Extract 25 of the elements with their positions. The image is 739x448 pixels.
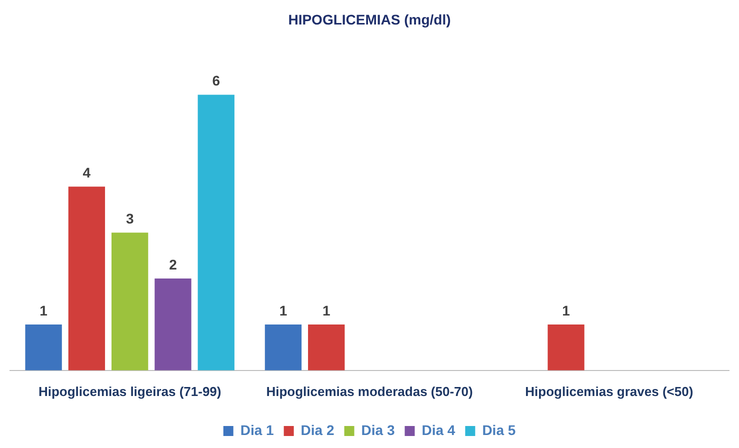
data-label: 4 [82,164,91,180]
legend-label: Dia 5 [482,422,516,438]
data-label: 6 [212,72,220,89]
bar [154,278,192,370]
data-label: 1 [562,302,570,318]
data-label: 2 [169,256,178,272]
data-label: 3 [126,210,134,226]
data-label: 1 [322,302,330,318]
legend-label: Dia 2 [300,422,334,438]
x-tick-label: Hipoglicemias ligeiras (71-99) [38,384,222,399]
legend-label: Dia 1 [240,422,274,438]
data-label: 1 [279,302,288,318]
legend-label: Dia 4 [422,422,456,438]
bar [308,324,345,370]
chart-title: HIPOGLICEMIAS (mg/dl) [288,11,451,28]
x-tick-label: Hipoglicemias moderadas (50-70) [266,384,473,399]
legend-label: Dia 3 [361,422,395,438]
bar [25,324,62,370]
bar [68,186,106,370]
bar [264,324,302,370]
bar [112,232,148,370]
bar [548,324,584,370]
data-label: 1 [40,302,48,318]
bar [198,94,234,370]
x-tick-label: Hipoglicemias graves (<50) [525,384,694,399]
